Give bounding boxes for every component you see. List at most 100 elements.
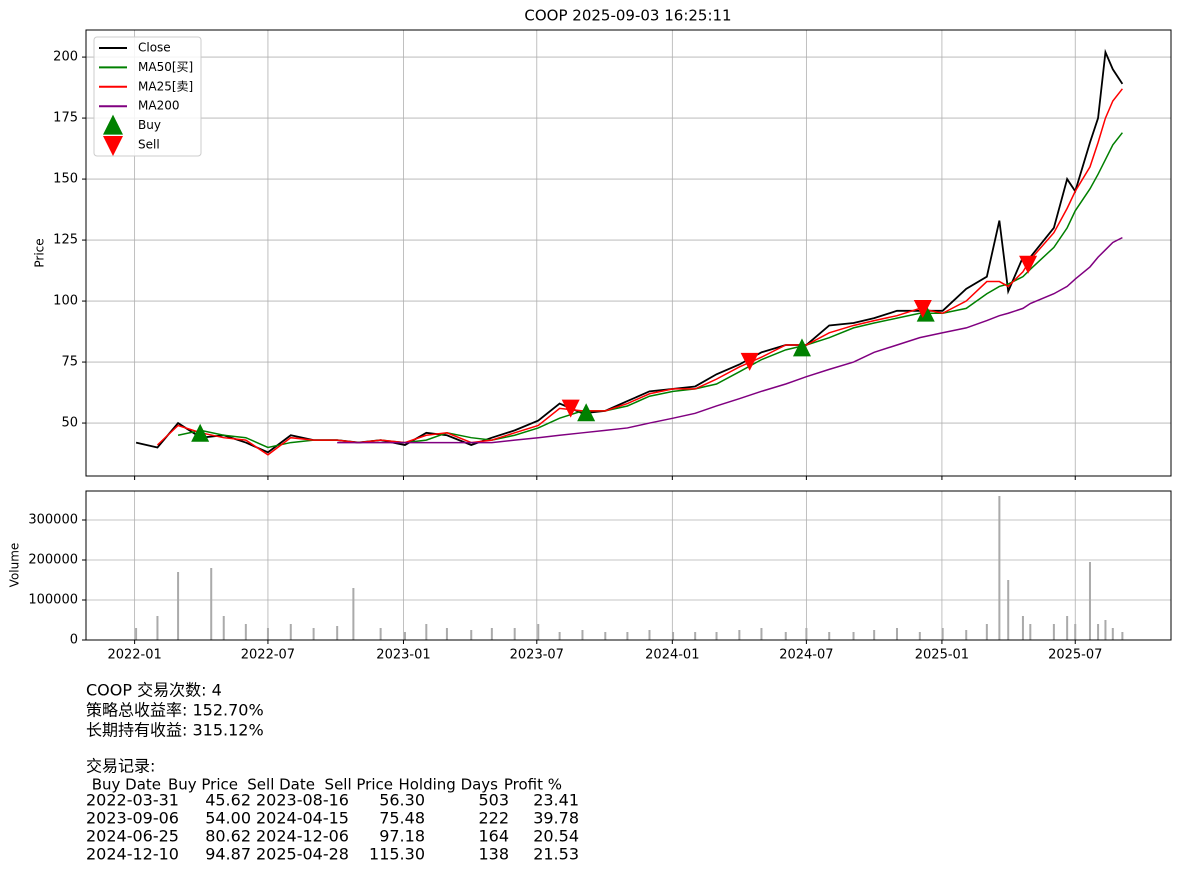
volume-bar (470, 630, 473, 640)
volume-bar (336, 626, 339, 640)
table-cell: 2022-03-31 (86, 791, 179, 810)
volume-bar (1074, 624, 1077, 640)
legend-label: Sell (138, 138, 160, 152)
table-cell: 21.53 (533, 845, 579, 864)
series-line (337, 236, 1123, 444)
x-tick-label: 2022-07 (241, 648, 295, 663)
table-header: Buy Price (168, 776, 238, 794)
y-tick-label: 100 (53, 294, 78, 309)
x-tick-label: 2025-07 (1048, 648, 1102, 663)
volume-bar (425, 624, 428, 640)
table-cell: 2023-08-16 (256, 791, 349, 810)
legend-marker (103, 136, 123, 156)
y-tick-label: 200 (53, 50, 78, 65)
volume-bar (873, 630, 876, 640)
table-cell: 20.54 (533, 827, 579, 846)
chart-title: COOP 2025-09-03 16:25:11 (524, 7, 731, 25)
buy-marker (577, 403, 596, 422)
trades-title: 交易记录: (86, 757, 155, 776)
volume-bar (403, 632, 406, 640)
buy-marker (792, 338, 811, 357)
table-header: Buy Date (92, 776, 161, 794)
volume-bar (1097, 624, 1100, 640)
volume-bar (581, 630, 584, 640)
table-cell: 2024-06-25 (86, 827, 179, 846)
table-header: Sell Price (325, 776, 393, 794)
sell-marker (913, 299, 932, 318)
summary-line: 策略总收益率: 152.70% (86, 701, 264, 720)
sell-marker (1019, 255, 1038, 274)
y-tick-label: 200000 (28, 553, 78, 568)
volume-bar (222, 616, 225, 640)
x-tick-label: 2024-07 (779, 648, 833, 663)
table-cell: 222 (478, 809, 509, 828)
volume-bar (694, 632, 697, 640)
table-header: Holding Days (398, 776, 498, 794)
table-cell: 56.30 (379, 791, 425, 810)
buy-marker (916, 303, 935, 322)
volume-bar (998, 496, 1001, 640)
volume-bar (352, 588, 355, 640)
volume-bar (738, 630, 741, 640)
table-cell: 2023-09-06 (86, 809, 179, 828)
volume-bar (604, 632, 607, 640)
x-tick-label: 2023-07 (510, 648, 564, 663)
volume-bar (289, 624, 292, 640)
legend: Close MA50[买] MA25[卖] MA200 Buy Sell (93, 36, 202, 157)
y-tick-label: 150 (53, 172, 78, 187)
x-tick-label: 2025-01 (915, 648, 969, 663)
volume-bar (312, 628, 315, 640)
volume-bar (895, 628, 898, 640)
legend-label: Close (138, 41, 171, 55)
volume-bar (1111, 628, 1114, 640)
volume-bar (266, 628, 269, 640)
volume-bar (715, 632, 718, 640)
plot-area (135, 496, 1124, 640)
volume-bar (156, 616, 159, 640)
x-tick-label: 2024-01 (645, 648, 699, 663)
volume-bar (135, 628, 138, 640)
legend-label: MA50[买] (138, 60, 193, 74)
volume-bar (1121, 632, 1124, 640)
volume-bar (1088, 562, 1091, 640)
volume-bar (648, 630, 651, 640)
table-cell: 39.78 (533, 809, 579, 828)
volume-bar (965, 630, 968, 640)
summary-line: 长期持有收益: 315.12% (86, 721, 264, 740)
y-tick-label: 300000 (28, 513, 78, 528)
y-axis-label: Volume (8, 543, 22, 588)
y-axis-label: Price (33, 238, 47, 267)
volume-bar (445, 628, 448, 640)
volume-bar (379, 628, 382, 640)
y-tick-label: 0 (70, 633, 78, 648)
volume-bar (1066, 616, 1069, 640)
legend-label: MA25[卖] (138, 79, 193, 93)
x-tick-label: 2022-01 (107, 648, 161, 663)
table-cell: 2024-12-10 (86, 845, 179, 864)
table-cell: 23.41 (533, 791, 579, 810)
volume-bar (1052, 624, 1055, 640)
table-cell: 115.30 (369, 845, 425, 864)
table-cell: 503 (478, 791, 509, 810)
legend-label: MA200 (138, 99, 179, 113)
volume-bar (760, 628, 763, 640)
table-cell: 97.18 (379, 827, 425, 846)
volume-bar (805, 628, 808, 640)
axes-frame (85, 490, 1172, 641)
volume-bar (177, 572, 180, 640)
volume-bar (210, 568, 213, 640)
plot-area (135, 48, 1124, 456)
table-cell: 54.00 (205, 809, 251, 828)
table-header: Profit % (504, 776, 562, 794)
table-header: Sell Date (247, 776, 315, 794)
volume-bar (1021, 616, 1024, 640)
table-cell: 80.62 (205, 827, 251, 846)
table-cell: 2025-04-28 (256, 845, 349, 864)
volume-bar (1007, 580, 1010, 640)
table-cell: 164 (478, 827, 509, 846)
volume-bar (1029, 624, 1032, 640)
sell-marker (740, 352, 759, 371)
table-cell: 45.62 (205, 791, 251, 810)
y-tick-label: 100000 (28, 593, 78, 608)
